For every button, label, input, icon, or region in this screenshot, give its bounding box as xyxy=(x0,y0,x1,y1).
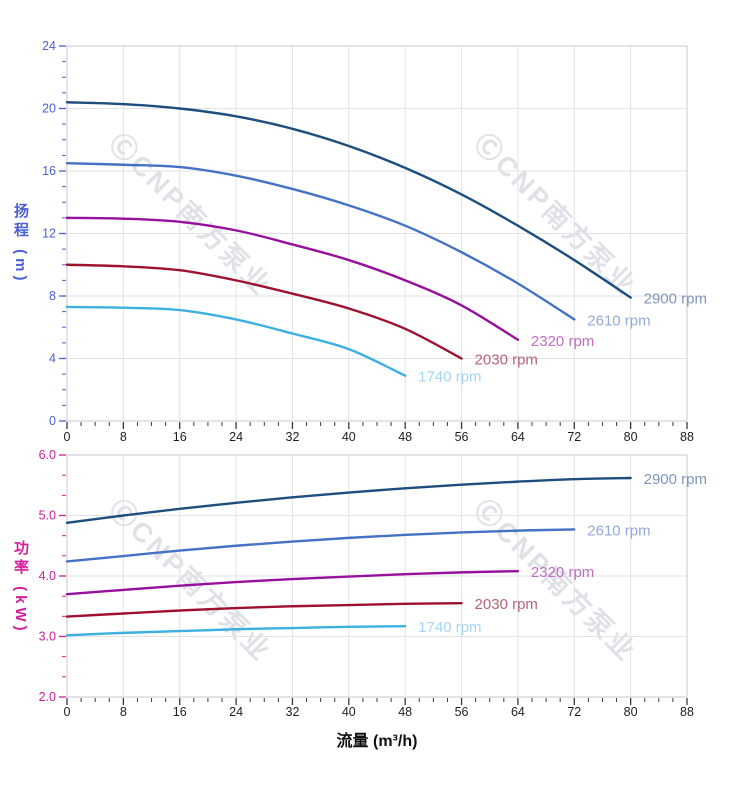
x-tick-label: 56 xyxy=(455,430,469,444)
x-tick-label: 16 xyxy=(173,430,187,444)
curve-1740rpm-head xyxy=(65,305,407,377)
flow-axis-title: 流量 (m³/h) xyxy=(336,733,418,750)
y-tick-label: 2.0 xyxy=(39,690,56,704)
x-tick-label: 24 xyxy=(229,705,243,719)
y-tick-label: 0 xyxy=(49,414,56,428)
curve-2610rpm-power xyxy=(65,528,576,563)
y-axis-ticks xyxy=(59,454,66,698)
rpm-label-2900-power: 2900 rpm xyxy=(644,471,707,488)
x-tick-label: 80 xyxy=(624,430,638,444)
rpm-label-2320-power: 2320 rpm xyxy=(531,564,594,581)
x-tick-label: 64 xyxy=(511,430,525,444)
y-tick-label: 4 xyxy=(49,352,56,366)
y-tick-label: 8 xyxy=(49,289,56,303)
y-tick-label: 6.0 xyxy=(39,448,56,462)
curve-2030rpm-power xyxy=(65,602,463,618)
x-tick-label: 32 xyxy=(286,430,300,444)
rpm-label-2610-power: 2610 rpm xyxy=(587,522,650,539)
power-chart-area: 0 8 16 24 32 40 48 56 64 72 80 88 2.0 3.0 4.0 5.0 6.0 290… xyxy=(39,448,707,719)
x-tick-label: 80 xyxy=(624,705,638,719)
y-tick-label: 16 xyxy=(42,164,56,178)
power-axis-title: 功率 (kW) xyxy=(12,540,29,635)
gridlines xyxy=(67,46,687,421)
x-tick-label: 48 xyxy=(398,430,412,444)
x-axis-ticks xyxy=(66,422,688,429)
head-axis-title: 扬程 (m) xyxy=(12,203,29,285)
rpm-label-2030-head: 2030 rpm xyxy=(475,352,538,369)
rpm-label-2900-head: 2900 rpm xyxy=(644,291,707,308)
plot-border xyxy=(66,454,688,698)
rpm-label-2320-head: 2320 rpm xyxy=(531,333,594,350)
x-tick-label: 72 xyxy=(567,430,581,444)
x-tick-label: 48 xyxy=(398,705,412,719)
y-axis-ticks xyxy=(59,45,66,422)
curve-2900rpm-power xyxy=(65,476,632,524)
curve-2320rpm-head xyxy=(65,216,520,341)
curve-1740rpm-power xyxy=(65,625,407,637)
x-tick-label: 40 xyxy=(342,705,356,719)
x-tick-label: 8 xyxy=(120,430,127,444)
curve-2030rpm-head xyxy=(65,263,463,360)
x-tick-label: 56 xyxy=(455,705,469,719)
x-tick-label: 64 xyxy=(511,705,525,719)
x-tick-label: 88 xyxy=(680,430,694,444)
x-tick-label: 40 xyxy=(342,430,356,444)
x-axis-ticks xyxy=(66,698,688,705)
y-tick-label: 20 xyxy=(42,102,56,116)
x-tick-label: 32 xyxy=(286,705,300,719)
plot-border xyxy=(66,45,688,422)
y-tick-label: 5.0 xyxy=(39,509,56,523)
curve-2610rpm-head xyxy=(65,161,576,321)
curve-2320rpm-power xyxy=(65,569,520,596)
x-tick-label: 88 xyxy=(680,705,694,719)
rpm-label-1740-head: 1740 rpm xyxy=(418,369,481,386)
x-tick-label: 8 xyxy=(120,705,127,719)
rpm-label-2610-head: 2610 rpm xyxy=(587,312,650,329)
y-tick-label: 3.0 xyxy=(39,630,56,644)
x-tick-label: 72 xyxy=(567,705,581,719)
rpm-label-1740-power: 1740 rpm xyxy=(418,619,481,636)
rpm-label-2030-power: 2030 rpm xyxy=(475,596,538,613)
curve-2900rpm-head xyxy=(65,101,632,299)
y-tick-label: 24 xyxy=(42,39,56,53)
x-tick-label: 0 xyxy=(64,430,71,444)
y-tick-label: 12 xyxy=(42,227,56,241)
x-tick-label: 0 xyxy=(64,705,71,719)
y-tick-label: 4.0 xyxy=(39,569,56,583)
x-tick-label: 24 xyxy=(229,430,243,444)
x-tick-label: 16 xyxy=(173,705,187,719)
